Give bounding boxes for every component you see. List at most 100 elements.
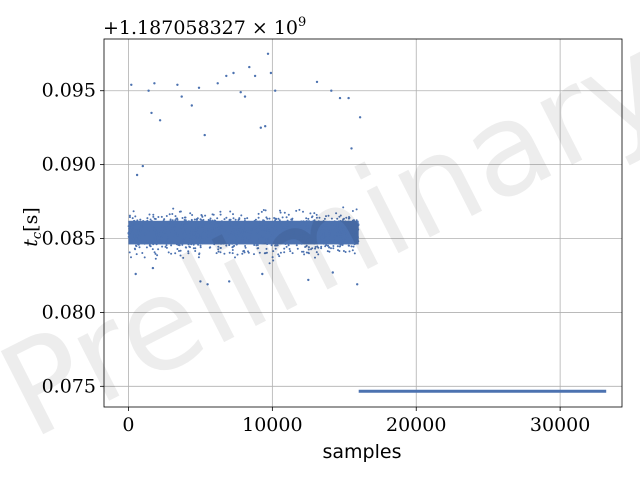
scatter-point	[188, 222, 191, 225]
scatter-point	[345, 237, 347, 240]
scatter-point	[130, 227, 133, 230]
scatter-point	[214, 231, 217, 234]
scatter-point	[216, 234, 218, 237]
scatter-point	[236, 253, 239, 256]
scatter-point	[199, 246, 202, 249]
scatter-point	[261, 230, 264, 233]
scatter-point	[327, 214, 330, 217]
scatter-point	[154, 237, 157, 240]
scatter-point	[171, 219, 174, 222]
scatter-point	[132, 225, 135, 228]
scatter-point	[303, 253, 306, 256]
scatter-point	[156, 241, 159, 244]
scatter-point	[223, 231, 226, 234]
scatter-point	[317, 221, 320, 224]
scatter-point	[254, 231, 257, 234]
scatter-point	[150, 220, 153, 222]
scatter-point	[312, 239, 315, 242]
scatter-point	[219, 210, 222, 213]
scatter-point	[337, 229, 340, 232]
scatter-point	[273, 236, 276, 239]
scatter-point	[256, 240, 259, 243]
scatter-point	[301, 226, 304, 229]
scatter-point	[291, 237, 294, 240]
scatter-point	[317, 226, 320, 229]
scatter-point	[174, 233, 177, 235]
scatter-point	[353, 252, 356, 255]
scatter-point	[285, 245, 288, 248]
scatter-point	[240, 214, 243, 217]
scatter-point	[192, 247, 195, 250]
scatter-point	[157, 234, 160, 237]
scatter-point	[299, 239, 302, 242]
scatter-point	[315, 239, 318, 242]
scatter-point	[318, 237, 320, 240]
scatter-point	[129, 229, 132, 232]
scatter-point	[179, 254, 182, 257]
scatter-point	[128, 230, 131, 233]
scatter-point	[306, 238, 309, 241]
scatter-point	[230, 242, 232, 245]
scatter-point	[229, 231, 232, 234]
scatter-point	[280, 224, 283, 227]
scatter-point	[251, 225, 254, 228]
scatter-point	[146, 227, 148, 230]
scatter-point	[342, 218, 345, 221]
scatter-point	[153, 251, 156, 254]
scatter-point	[177, 240, 180, 243]
scatter-point	[190, 219, 193, 222]
scatter-point	[353, 229, 356, 232]
scatter-point	[301, 234, 304, 237]
scatter-outlier-point	[147, 89, 150, 92]
scatter-point	[339, 214, 342, 217]
scatter-point	[187, 220, 190, 223]
y-axis-label: tc[s]	[20, 207, 45, 247]
scatter-point	[162, 225, 165, 228]
scatter-point	[308, 221, 311, 223]
scatter-point	[183, 226, 186, 229]
scatter-point	[280, 241, 283, 244]
scatter-point	[329, 229, 332, 232]
scatter-outlier-point	[350, 147, 353, 150]
scatter-point	[228, 240, 231, 243]
scatter-point	[243, 219, 246, 222]
scatter-point	[211, 213, 214, 216]
scatter-point	[187, 240, 190, 243]
y-axis-label-unit: [s]	[20, 207, 42, 232]
scatter-point	[331, 225, 334, 228]
scatter-point	[217, 221, 220, 224]
scatter-point	[241, 231, 244, 234]
scatter-point	[317, 246, 320, 249]
scatter-point	[243, 217, 246, 220]
scatter-point	[312, 220, 315, 223]
scatter-point	[313, 236, 316, 239]
scatter-point	[241, 236, 244, 239]
scatter-point	[254, 218, 257, 221]
scatter-point	[288, 222, 291, 225]
scatter-point	[348, 250, 351, 253]
scatter-point	[283, 251, 286, 254]
scatter-point	[162, 221, 165, 224]
scatter-point	[213, 243, 216, 246]
scatter-point	[197, 256, 200, 259]
scatter-point	[207, 235, 210, 238]
scatter-point	[259, 223, 262, 226]
scatter-point	[201, 219, 204, 222]
scatter-point	[300, 225, 303, 228]
scatter-point	[143, 256, 146, 259]
scatter-point	[136, 219, 139, 222]
scatter-point	[244, 241, 247, 244]
scatter-point	[344, 225, 347, 228]
scatter-point	[281, 228, 284, 231]
scatter-point	[223, 229, 226, 231]
scatter-point	[228, 232, 231, 235]
scatter-point	[152, 213, 155, 216]
scatter-point	[190, 233, 193, 236]
scatter-point	[136, 227, 139, 230]
scatter-point	[337, 236, 339, 239]
scatter-point	[244, 245, 247, 247]
scatter-point	[286, 228, 289, 231]
scatter-point	[310, 248, 312, 251]
scatter-point	[291, 252, 294, 255]
scatter-point	[216, 241, 219, 244]
